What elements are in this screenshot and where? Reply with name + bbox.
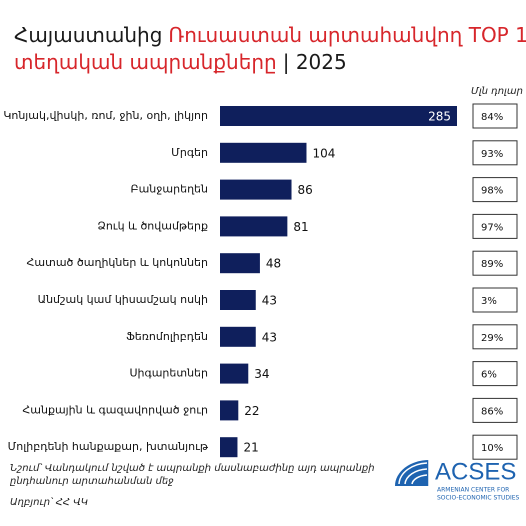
share-label: 3%: [481, 296, 497, 307]
category-label: Մրգեր: [171, 146, 208, 159]
share-box: [472, 213, 518, 239]
share-label: 84%: [481, 112, 503, 123]
bar: [220, 400, 239, 421]
source: Աղբյուր՝ ՀՀ ՎԿ: [10, 497, 89, 508]
bar: [220, 290, 256, 310]
logo-subtitle: ARMENIAN CENTER FOR: [437, 487, 509, 494]
category-label: Հատած ծաղիկներ և կոկոններ: [27, 256, 208, 269]
title-part: տեղական ապրանքները: [14, 50, 277, 74]
share-label: 97%: [481, 222, 503, 233]
value-label: 86: [298, 183, 313, 197]
bar: [220, 437, 238, 458]
share-label: 98%: [481, 186, 503, 197]
value-label: 81: [293, 220, 308, 234]
bar: [220, 363, 249, 384]
share-box: [472, 140, 518, 166]
share-box: [472, 177, 518, 203]
value-label: 43: [262, 330, 277, 344]
bar: [220, 253, 260, 274]
value-label: 48: [266, 257, 281, 271]
bar: [220, 179, 292, 200]
note: Նշում՝ Վանդակում նշված է ապրանքի մասնաբա…: [10, 463, 375, 487]
chart-title: տեղական ապրանքները | 2025: [14, 50, 347, 74]
logo-text: ACSES: [435, 458, 516, 485]
value-label: 34: [254, 367, 269, 381]
share-label: 6%: [481, 370, 497, 381]
category-label: Մոլիբդենի հանքաքար, խտանյութ: [8, 440, 209, 453]
share-box: [472, 250, 518, 276]
share-label: 10%: [481, 443, 503, 454]
bar: [220, 106, 457, 126]
share-box: [472, 434, 518, 460]
unit-label: Մլն դոլար: [471, 86, 523, 97]
value-label: 21: [243, 441, 258, 455]
bar: [220, 216, 288, 237]
share-label: 29%: [481, 333, 503, 344]
category-label: Անմշակ կամ կիսամշակ ոսկի: [38, 293, 208, 306]
value-label: 22: [244, 404, 259, 418]
value-label: 104: [312, 146, 335, 160]
bar: [220, 326, 256, 347]
value-label: 285: [428, 110, 451, 124]
title-part: Ռուսաստան արտահանվող TOP 10: [168, 23, 526, 47]
category-label: Բանջարեղեն: [131, 183, 208, 196]
share-box: [472, 361, 518, 387]
share-box: [472, 287, 518, 313]
share-label: 86%: [481, 406, 503, 417]
category-label: Ֆեռոմոլիբդեն: [126, 330, 208, 343]
bar: [220, 142, 307, 163]
value-label: 43: [262, 294, 277, 308]
share-box: [472, 324, 518, 350]
logo-subtitle: SOCIO-ECONOMIC STUDIES: [437, 495, 520, 502]
category-label: Ձուկ և ծովամթերք: [97, 219, 208, 232]
category-label: Կոնյակ,վիսկի, ռոմ, ջին, օղի, լիկյոր: [3, 109, 208, 122]
title-part: | 2025: [283, 50, 347, 74]
share-label: 93%: [481, 149, 503, 160]
share-box: [472, 397, 518, 423]
share-label: 89%: [481, 259, 503, 270]
category-label: Հանքային և գազավորված ջուր: [22, 403, 208, 416]
share-box: [472, 103, 518, 129]
chart-title: Հայաստանից Ռուսաստան արտահանվող TOP 10: [14, 23, 526, 47]
category-label: Սիգարետներ: [129, 367, 208, 380]
logo: ACSES ARMENIAN CENTER FOR SOCIO-ECONOMIC…: [395, 458, 520, 502]
title-part: Հայաստանից: [14, 23, 162, 47]
